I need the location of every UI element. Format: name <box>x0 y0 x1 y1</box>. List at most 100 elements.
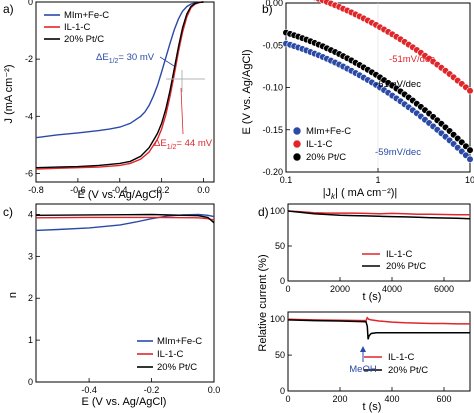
panel-c-ytick-label: 0 <box>28 377 33 387</box>
legend-d2-text-0: IL-1-C <box>388 352 415 363</box>
panel-d-bottom-ytick-label: 100 <box>270 314 285 324</box>
panel-c-series-0 <box>35 213 215 232</box>
delta-e-blue-suffix: = 30 mV <box>118 52 154 63</box>
delta-e-blue-arrow <box>159 56 175 67</box>
panel-b-xlabel-sub: k <box>331 192 336 201</box>
panel-c: c) -0.4 -0.2 0.0 0 1 2 3 4 MIm+Fe-C IL-1-C 20% … <box>3 203 221 408</box>
panel-b-point-0 <box>466 155 474 163</box>
legend-b-marker-2 <box>292 152 302 162</box>
delta-e-blue-sub: 1/2 <box>109 58 119 65</box>
panel-a-xtick-label: -0.2 <box>154 185 170 195</box>
panel-a-ytick-label: -4 <box>25 111 33 121</box>
panel-a-xtick-label: -0.8 <box>28 185 44 195</box>
panel-b-xtick-label: 0.1 <box>280 175 293 185</box>
panel-d-top-legend: IL-1-C 20% Pt/C <box>362 249 426 272</box>
delta-e-red-sub: 1/2 <box>167 144 177 151</box>
slope-label-blue: -59mV/dec <box>375 147 421 158</box>
panel-c-ytick-label: 1 <box>28 335 33 345</box>
slope-label-black: -61mV/dec <box>375 79 421 90</box>
legend-a-text-2: 20% Pt/C <box>64 34 104 45</box>
delta-e-red-suffix: = 44 mV <box>176 138 212 149</box>
panel-d-bottom-xtick-label: 400 <box>384 394 399 404</box>
legend-c-text-2: 20% Pt/C <box>157 362 197 373</box>
panel-d-bottom-xtick-label: 200 <box>332 394 347 404</box>
panel-d-bottom-xtick-label: 600 <box>436 394 451 404</box>
panel-c-label: c) <box>3 205 13 219</box>
delta-e-blue-main: ΔE <box>96 52 109 63</box>
panel-b-legend: MIm+Fe-C IL-1-C 20% Pt/C <box>292 126 351 163</box>
legend-d1-text-0: IL-1-C <box>386 249 413 260</box>
legend-b-marker-0 <box>292 126 302 136</box>
panel-d-top-series-1 <box>287 210 471 220</box>
panel-a: a) -0.8 -0.6 -0.4 -0.2 0.0 0 -2 -4 -6 MIm+Fe-C I… <box>3 0 215 201</box>
panel-b-xtick-label: 10 <box>465 175 474 185</box>
panel-d-bottom-frame <box>287 311 471 392</box>
delta-e-red: ΔE1/2= 44 mV <box>154 138 213 151</box>
panel-d-top-series-0 <box>287 210 470 216</box>
panel-d-bottom-xtick-label: 0 <box>285 394 290 404</box>
panel-c-xtick-label: 0.0 <box>208 385 221 395</box>
legend-b-text-2: 20% Pt/C <box>306 152 346 163</box>
panel-a-xtick-label: 0.0 <box>197 185 210 195</box>
slope-label-red: -51mV/dec <box>389 54 435 65</box>
panel-b-ylabel: E (V vs. Ag/AgCl) <box>241 50 253 135</box>
panel-a-xtick-label: -0.6 <box>70 185 86 195</box>
panel-a-legend: MIm+Fe-C IL-1-C 20% Pt/C <box>44 10 109 45</box>
panel-c-ytick-label: 3 <box>28 251 33 261</box>
panel-c-series-2 <box>35 213 215 224</box>
panel-c-xtick-label: -0.4 <box>81 385 97 395</box>
panel-a-frame <box>35 1 215 183</box>
panel-c-ytick-label: 2 <box>28 293 33 303</box>
legend-d2-text-1: 20% Pt/C <box>388 365 428 376</box>
panel-a-xtick-label: -0.4 <box>112 185 128 195</box>
panel-d-top-xtick-label: 2000 <box>330 284 350 294</box>
panel-b-ytick-label: 0.00 <box>265 0 283 8</box>
panel-b-xtick-label: 1 <box>375 175 380 185</box>
legend-a-text-0: MIm+Fe-C <box>64 10 109 21</box>
panel-b: b) 0.1 1 10 0.00 -0.05 -0.10 -0.15 -0.20 -51mV/… <box>241 0 474 201</box>
panel-d-bottom-series-1 <box>287 319 470 340</box>
panel-c-series-1 <box>35 216 215 221</box>
panel-b-point-1 <box>466 87 474 95</box>
panel-c-frame <box>35 203 215 383</box>
panel-b-ytick-label: -0.15 <box>262 125 283 135</box>
legend-d1-text-1: 20% Pt/C <box>386 261 426 272</box>
delta-e-red-main: ΔE <box>154 138 167 149</box>
panel-a-ylabel: J (mA cm⁻²) <box>3 65 15 124</box>
panel-b-xlabel-end: | ( mA cm⁻²)| <box>335 187 397 199</box>
legend-c-text-1: IL-1-C <box>157 349 184 360</box>
panel-a-series-0 <box>35 1 204 139</box>
meoh-arrow-head <box>360 346 366 352</box>
panel-d-bottom-series-0 <box>287 316 470 325</box>
panel-d-ylabel: Relative current (%) <box>257 254 269 351</box>
panel-d-label: d) <box>258 205 269 219</box>
panel-a-series-2 <box>35 1 204 169</box>
panel-a-label: a) <box>3 2 14 16</box>
panel-d-top-ytick-label: 0 <box>280 276 285 286</box>
delta-e-red-arrow <box>180 87 184 135</box>
panel-b-point-2 <box>466 146 474 154</box>
legend-c-text-0: MIm+Fe-C <box>157 336 202 347</box>
legend-b-text-0: MIm+Fe-C <box>306 126 351 137</box>
panel-a-ytick-label: -2 <box>25 54 33 64</box>
panel-d-top-xtick-label: 4000 <box>382 284 402 294</box>
legend-b-marker-1 <box>292 139 302 149</box>
meoh-annotation: MeOH <box>349 346 377 375</box>
panel-b-ytick-label: -0.10 <box>262 83 283 93</box>
panel-b-ytick-label: -0.05 <box>262 40 283 50</box>
panel-d-top-xtick-label: 0 <box>285 284 290 294</box>
panel-d-bottom-xlabel: t (s) <box>363 401 382 413</box>
panel-d-top-xtick-label: 6000 <box>434 284 454 294</box>
panel-a-xlabel: E (V vs. Ag/AgCl) <box>78 189 163 201</box>
panel-c-ylabel: n <box>7 292 19 298</box>
panel-b-xlabel: |Jk| ( mA cm⁻²)| <box>323 187 398 201</box>
panel-d-bottom-legend: IL-1-C 20% Pt/C <box>364 352 428 376</box>
panel-d-top-ytick-label: 50 <box>275 241 285 251</box>
panel-a-ytick-label: -6 <box>25 168 33 178</box>
panel-d-top-xlabel: t (s) <box>363 291 382 303</box>
panel-a-annotations: ΔE1/2= 30 mV ΔE1/2= 44 mV <box>96 52 213 151</box>
panel-d-top-frame <box>287 203 471 282</box>
delta-e-blue: ΔE1/2= 30 mV <box>96 52 155 65</box>
